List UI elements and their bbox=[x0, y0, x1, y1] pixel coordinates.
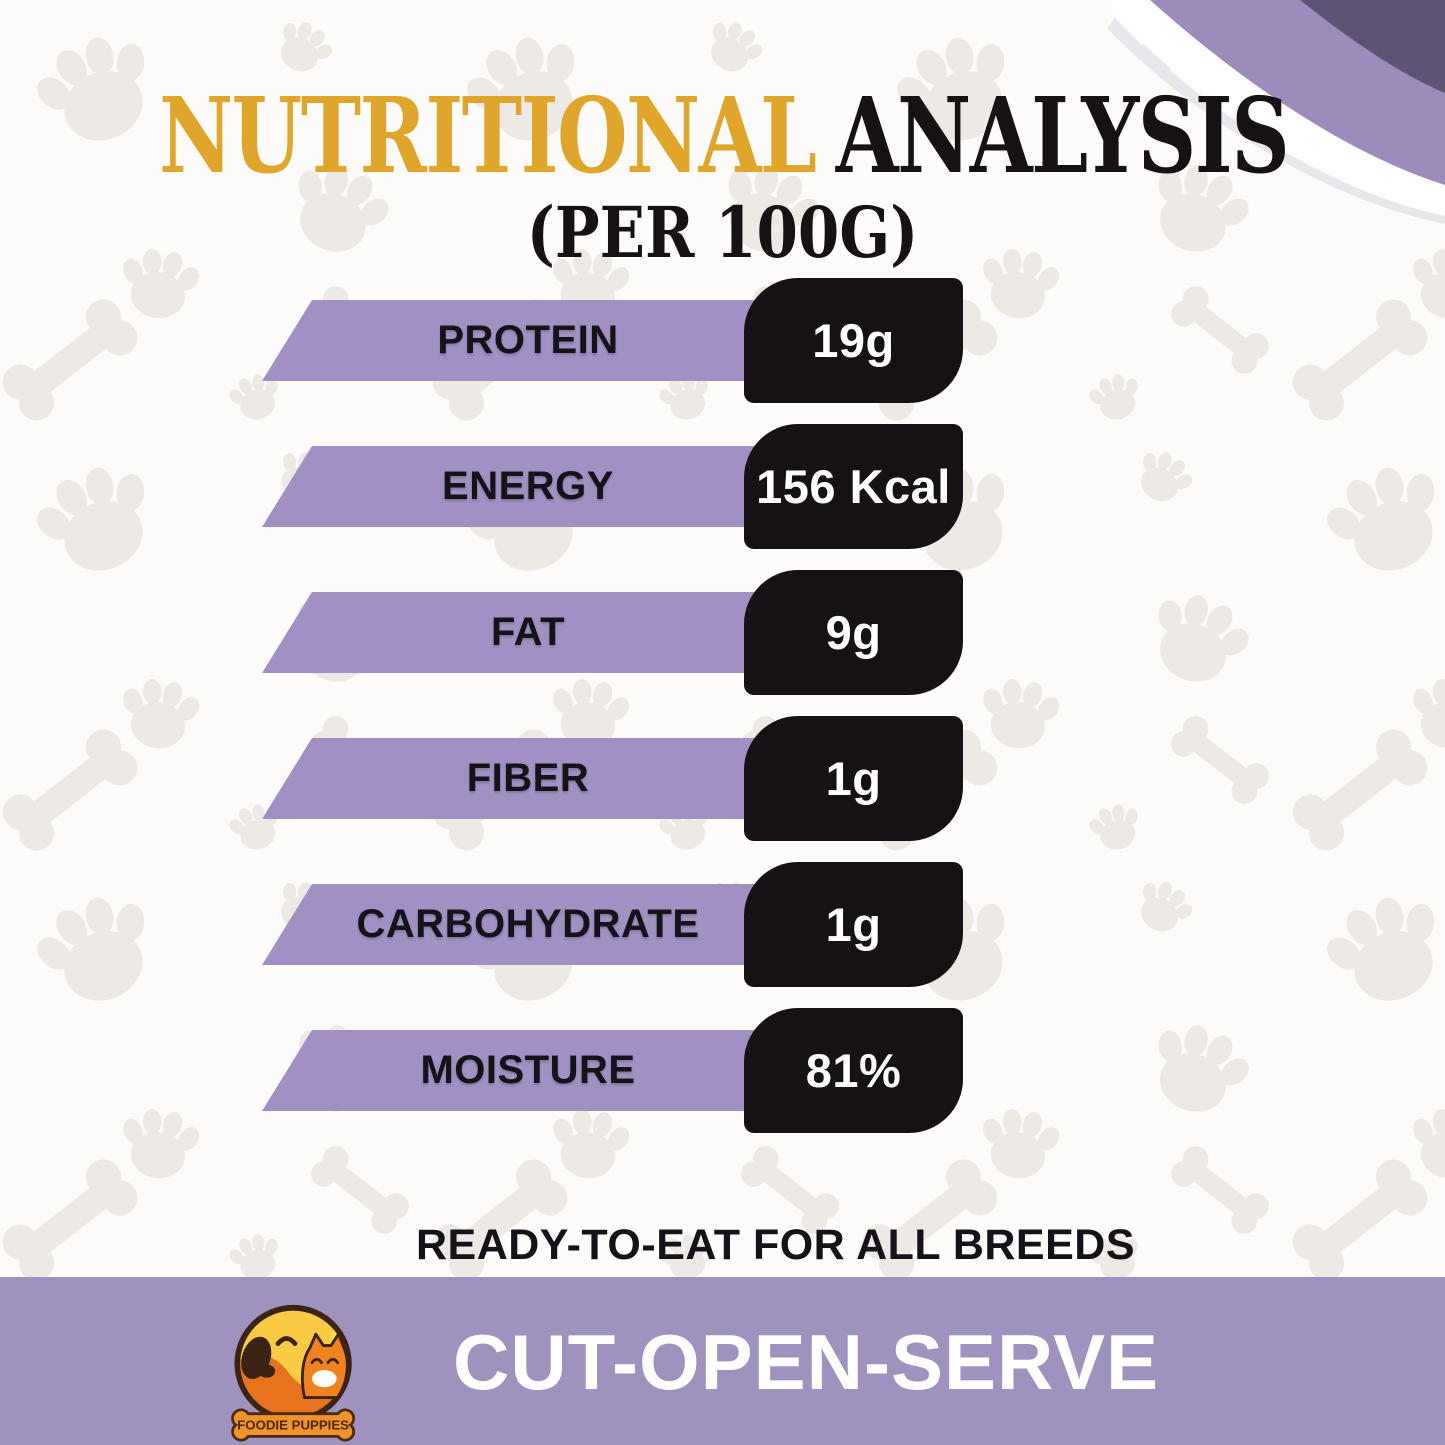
page-subtitle: (PER 100G) bbox=[526, 191, 919, 274]
nutrient-value: 81% bbox=[805, 1044, 902, 1097]
nutrition-row-carbohydrate: CARBOHYDRATE 1g bbox=[0, 862, 1445, 987]
nutrient-value-badge: 1g bbox=[744, 862, 963, 987]
nutrient-value-badge: 81% bbox=[744, 1008, 963, 1133]
brand-name: FOODIE PUPPIES bbox=[237, 1418, 349, 1433]
nutrient-value: 19g bbox=[812, 314, 895, 367]
nutrient-label: FIBER bbox=[466, 756, 590, 800]
page-title: NUTRITIONAL ANALYSIS bbox=[159, 84, 1290, 188]
nutrient-value: 1g bbox=[825, 752, 882, 805]
corner-swoosh-decoration bbox=[1107, 0, 1445, 224]
nutrient-label: CARBOHYDRATE bbox=[356, 902, 700, 946]
nutrient-label: PROTEIN bbox=[437, 318, 619, 362]
title-rest-word: ANALYSIS bbox=[835, 74, 1290, 197]
header: NUTRITIONAL ANALYSIS (PER 100G) bbox=[0, 84, 1445, 268]
nutrient-value: 1g bbox=[825, 898, 882, 951]
logo-bone-banner: FOODIE PUPPIES bbox=[231, 1408, 356, 1442]
nutrient-value: 9g bbox=[825, 606, 882, 659]
banner-text: CUT-OPEN-SERVE bbox=[452, 1318, 1160, 1406]
nutrient-value-badge: 156 Kcal bbox=[744, 424, 963, 549]
nutrient-value-badge: 1g bbox=[744, 716, 963, 841]
tagline: READY-TO-EAT FOR ALL BREEDS bbox=[415, 1221, 1136, 1269]
logo-cat bbox=[301, 1332, 349, 1400]
nutrient-value-badge: 9g bbox=[744, 570, 963, 695]
nutrition-row-protein: PROTEIN 19g bbox=[0, 278, 1445, 403]
nutrient-label: MOISTURE bbox=[420, 1048, 636, 1092]
nutrient-value-badge: 19g bbox=[744, 278, 963, 403]
nutrition-row-energy: ENERGY 156 Kcal bbox=[0, 424, 1445, 549]
nutrient-value: 156 Kcal bbox=[756, 460, 951, 513]
nutrition-row-moisture: MOISTURE 81% bbox=[0, 1008, 1445, 1133]
nutrition-table: PROTEIN 19g ENERGY 156 Kcal FAT 9g bbox=[0, 278, 1445, 1154]
nutrient-label: ENERGY bbox=[442, 464, 614, 508]
nutrition-row-fiber: FIBER 1g bbox=[0, 716, 1445, 841]
nutrition-row-fat: FAT 9g bbox=[0, 570, 1445, 695]
footer-band: FOODIE PUPPIES CUT-OPEN-SERVE bbox=[0, 1277, 1445, 1445]
nutrient-label: FAT bbox=[490, 610, 566, 654]
title-accent-word: NUTRITIONAL bbox=[158, 74, 817, 197]
foodie-puppies-logo: FOODIE PUPPIES bbox=[231, 1304, 356, 1442]
